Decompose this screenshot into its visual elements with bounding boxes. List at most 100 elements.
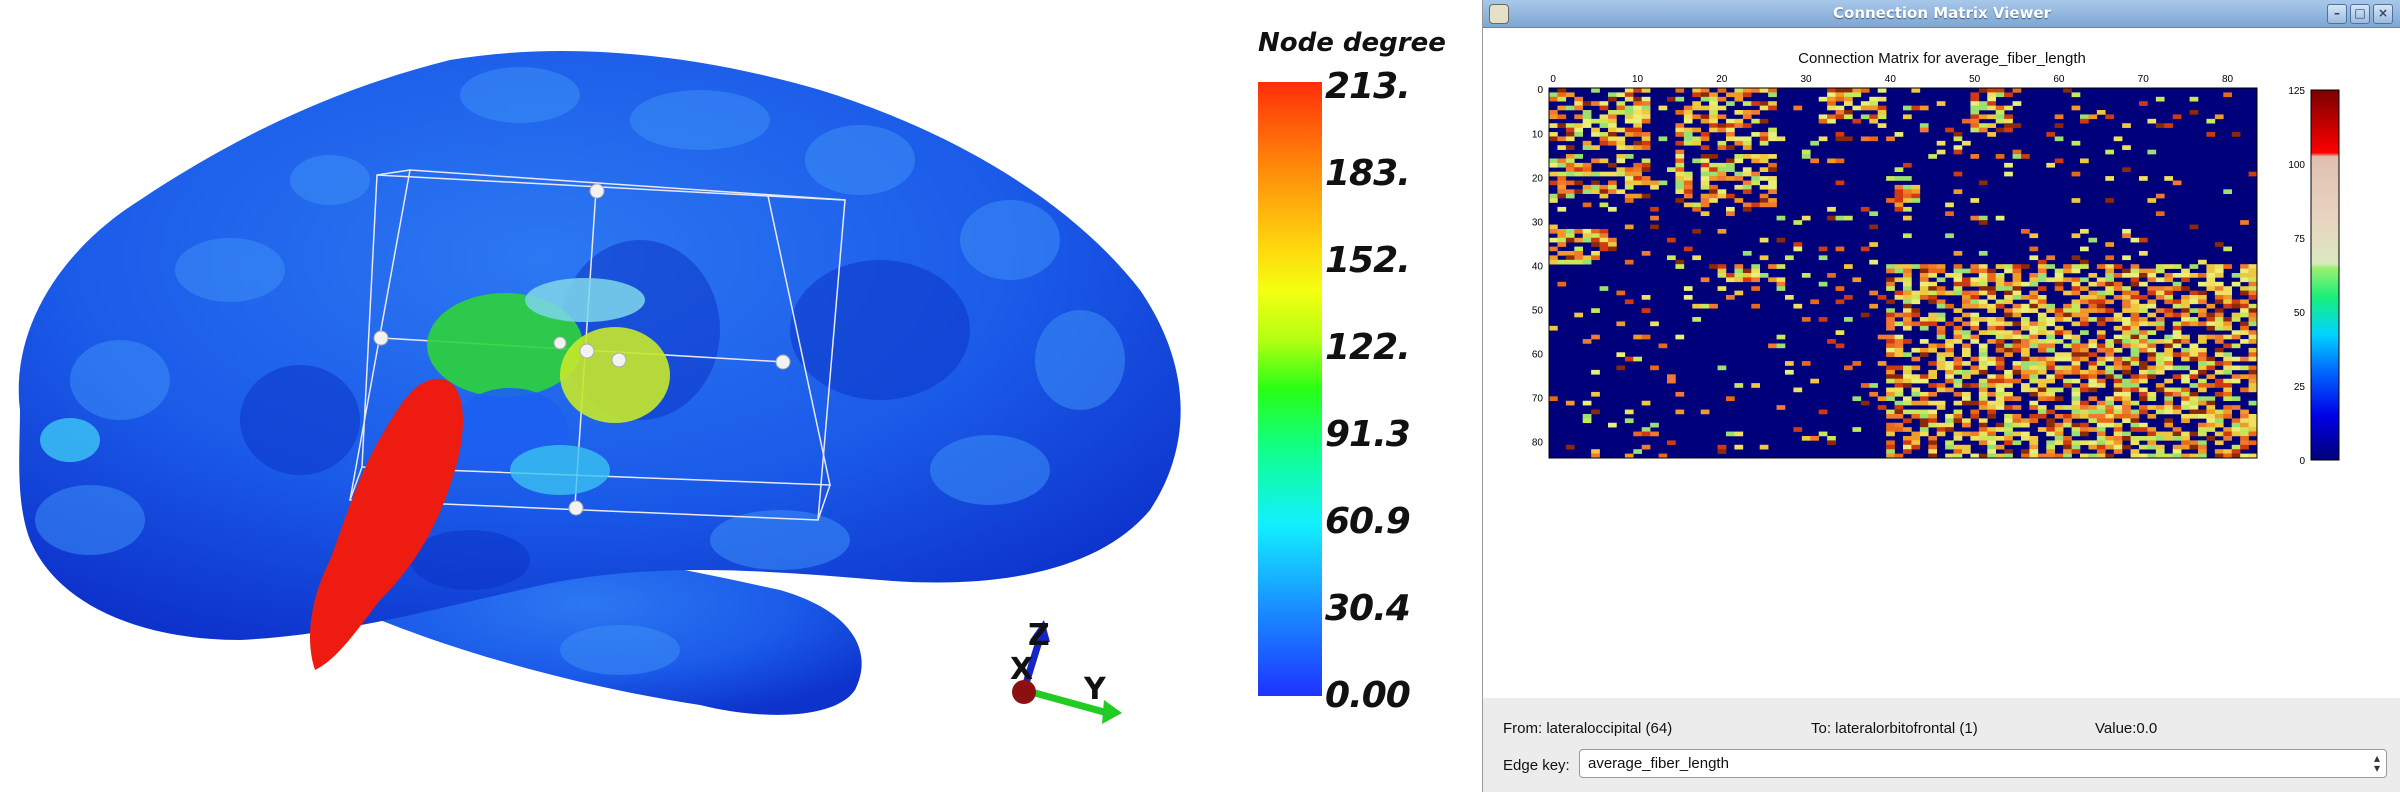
- matrix-cell[interactable]: [1549, 255, 1558, 261]
- matrix-cell[interactable]: [2130, 383, 2140, 388]
- matrix-cell[interactable]: [2071, 444, 2081, 450]
- matrix-cell[interactable]: [2071, 396, 2081, 402]
- matrix-cell[interactable]: [2214, 440, 2224, 446]
- matrix-cell[interactable]: [1995, 374, 2005, 380]
- matrix-cell[interactable]: [2147, 405, 2157, 410]
- matrix-cell[interactable]: [1903, 369, 1912, 375]
- matrix-cell[interactable]: [1978, 440, 1988, 446]
- matrix-cell[interactable]: [1582, 114, 1592, 120]
- matrix-cell[interactable]: [1903, 193, 1912, 199]
- matrix-cell[interactable]: [2063, 334, 2072, 340]
- matrix-cell[interactable]: [2198, 369, 2207, 375]
- matrix-cell[interactable]: [1683, 184, 1693, 190]
- matrix-cell[interactable]: [2004, 92, 2013, 98]
- matrix-cell[interactable]: [2122, 444, 2131, 450]
- minimize-button[interactable]: –: [2327, 4, 2347, 24]
- matrix-cell[interactable]: [2122, 255, 2131, 261]
- matrix-cell[interactable]: [2054, 158, 2064, 164]
- matrix-cell[interactable]: [2046, 396, 2056, 402]
- matrix-cell[interactable]: [1928, 369, 1938, 375]
- matrix-cell[interactable]: [2105, 114, 2115, 120]
- matrix-cell[interactable]: [2214, 290, 2224, 296]
- matrix-cell[interactable]: [1717, 176, 1727, 181]
- matrix-cell[interactable]: [1919, 325, 1929, 331]
- matrix-cell[interactable]: [2223, 413, 2233, 419]
- matrix-cell[interactable]: [2147, 118, 2157, 124]
- matrix-cell[interactable]: [2029, 435, 2039, 441]
- matrix-cell[interactable]: [2172, 391, 2182, 397]
- matrix-cell[interactable]: [2080, 409, 2089, 415]
- matrix-cell[interactable]: [2181, 444, 2190, 450]
- matrix-cell[interactable]: [2240, 365, 2249, 371]
- matrix-cell[interactable]: [2181, 374, 2190, 380]
- matrix-cell[interactable]: [1978, 317, 1988, 322]
- matrix-cell[interactable]: [2037, 405, 2047, 410]
- matrix-cell[interactable]: [2198, 449, 2207, 454]
- matrix-cell[interactable]: [1945, 422, 1954, 428]
- matrix-cell[interactable]: [2088, 405, 2098, 410]
- matrix-cell[interactable]: [2248, 431, 2258, 437]
- matrix-cell[interactable]: [1616, 136, 1626, 142]
- matrix-cell[interactable]: [1591, 171, 1600, 177]
- matrix-cell[interactable]: [2189, 405, 2199, 410]
- matrix-cell[interactable]: [2214, 453, 2224, 459]
- matrix-cell[interactable]: [2181, 387, 2190, 393]
- matrix-cell[interactable]: [1919, 273, 1929, 278]
- matrix-cell[interactable]: [2231, 365, 2241, 371]
- matrix-cell[interactable]: [1953, 378, 1963, 384]
- matrix-cell[interactable]: [1700, 202, 1710, 208]
- matrix-cell[interactable]: [1717, 365, 1727, 371]
- matrix-cell[interactable]: [1987, 295, 1997, 300]
- matrix-cell[interactable]: [1886, 391, 1895, 397]
- matrix-cell[interactable]: [2088, 290, 2098, 296]
- matrix-cell[interactable]: [1574, 101, 1584, 106]
- matrix-cell[interactable]: [2181, 299, 2190, 305]
- matrix-cell[interactable]: [1692, 88, 1702, 93]
- matrix-cell[interactable]: [2198, 383, 2207, 388]
- matrix-cell[interactable]: [1751, 176, 1761, 181]
- matrix-cell[interactable]: [2096, 290, 2106, 296]
- matrix-cell[interactable]: [2147, 286, 2157, 291]
- matrix-cell[interactable]: [2181, 273, 2190, 278]
- matrix-cell[interactable]: [2046, 449, 2056, 454]
- matrix-cell[interactable]: [1624, 299, 1634, 305]
- matrix-cell[interactable]: [1675, 334, 1685, 340]
- matrix-cell[interactable]: [1582, 118, 1592, 124]
- matrix-cell[interactable]: [2155, 286, 2165, 291]
- matrix-cell[interactable]: [1835, 114, 1845, 120]
- matrix-cell[interactable]: [2139, 250, 2148, 256]
- matrix-cell[interactable]: [2223, 321, 2233, 327]
- matrix-cell[interactable]: [1557, 233, 1567, 239]
- matrix-cell[interactable]: [2021, 295, 2030, 300]
- matrix-cell[interactable]: [2113, 325, 2123, 331]
- matrix-cell[interactable]: [1987, 286, 1997, 291]
- matrix-cell[interactable]: [2037, 321, 2047, 327]
- matrix-cell[interactable]: [2122, 123, 2131, 128]
- matrix-cell[interactable]: [1945, 321, 1954, 327]
- matrix-cell[interactable]: [1886, 444, 1895, 450]
- matrix-cell[interactable]: [1683, 246, 1693, 252]
- matrix-cell[interactable]: [2021, 343, 2030, 349]
- matrix-cell[interactable]: [1557, 176, 1567, 181]
- matrix-cell[interactable]: [1894, 198, 1904, 203]
- matrix-cell[interactable]: [2105, 396, 2115, 402]
- matrix-cell[interactable]: [1987, 453, 1997, 459]
- matrix-cell[interactable]: [1641, 176, 1651, 181]
- matrix-cell[interactable]: [2037, 453, 2047, 459]
- matrix-cell[interactable]: [2105, 343, 2115, 349]
- matrix-cell[interactable]: [2164, 343, 2174, 349]
- matrix-cell[interactable]: [1742, 92, 1752, 98]
- matrix-cell[interactable]: [2088, 299, 2098, 305]
- matrix-cell[interactable]: [1886, 334, 1895, 340]
- matrix-cell[interactable]: [1962, 361, 1971, 366]
- matrix-cell[interactable]: [2214, 339, 2224, 344]
- matrix-cell[interactable]: [2147, 330, 2157, 335]
- matrix-cell[interactable]: [2189, 224, 2199, 230]
- matrix-cell[interactable]: [1675, 127, 1685, 133]
- matrix-cell[interactable]: [2198, 352, 2207, 357]
- matrix-cell[interactable]: [2046, 391, 2056, 397]
- matrix-cell[interactable]: [2214, 391, 2224, 397]
- matrix-cell[interactable]: [2105, 356, 2115, 362]
- matrix-cell[interactable]: [1987, 391, 1997, 397]
- matrix-cell[interactable]: [2063, 435, 2072, 441]
